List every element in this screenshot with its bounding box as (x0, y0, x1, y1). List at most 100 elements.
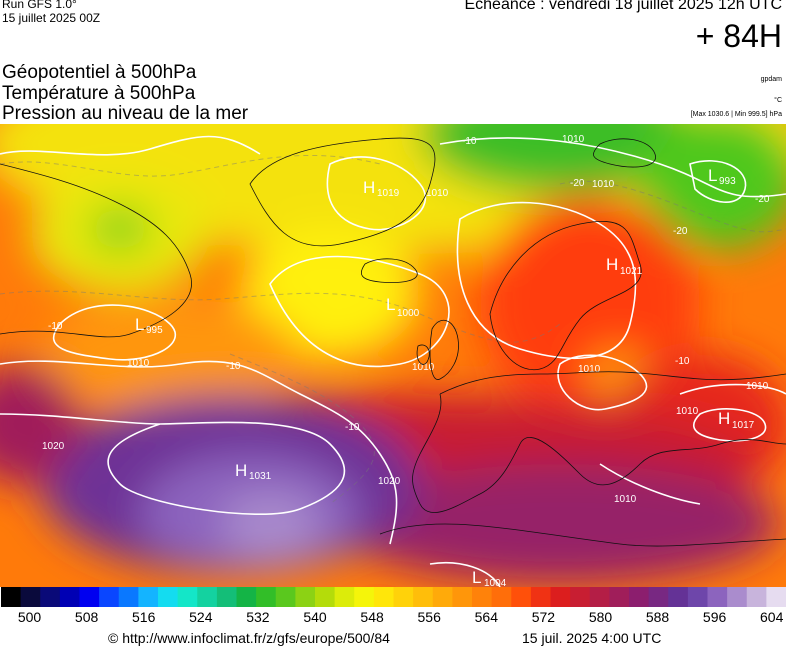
center-value: 993 (719, 176, 736, 187)
svg-text:1010: 1010 (412, 362, 435, 373)
colorbar-tick: 516 (132, 609, 156, 625)
colorbar-swatch (393, 587, 414, 607)
center-type: L (472, 568, 481, 587)
svg-text:1010: 1010 (127, 358, 150, 369)
colorbar-swatch (491, 587, 512, 607)
geopotential-unit: gpdam (760, 76, 782, 83)
center-value: 1019 (377, 188, 400, 199)
colorbar-tick: 564 (474, 609, 498, 625)
colorbar-swatch (629, 587, 650, 607)
colorbar-swatch (79, 587, 100, 607)
colorbar-tick: 604 (760, 609, 784, 625)
footer-date: 15 juil. 2025 4:00 UTC (522, 630, 662, 646)
colorbar-swatch (727, 587, 748, 607)
svg-text:1020: 1020 (42, 441, 65, 452)
center-value: 1021 (620, 266, 643, 277)
center-value: 1004 (484, 578, 507, 587)
center-type: L (135, 315, 144, 334)
colorbar-swatch (373, 587, 395, 607)
isobars: 1010 1010 1010 1020 1020 1010 1010 1010 … (0, 134, 786, 587)
colorbar-swatch (354, 587, 375, 607)
svg-text:-10: -10 (48, 321, 63, 332)
geopotential-title: Géopotentiel à 500hPa (2, 62, 197, 83)
svg-text:1010: 1010 (578, 364, 601, 375)
colorbar-swatch (687, 587, 709, 607)
colorbar-tick: 556 (417, 609, 441, 625)
colorbar-swatch (158, 587, 179, 607)
center-type: L (386, 295, 395, 314)
colorbar-swatch (766, 587, 786, 607)
colorbar-swatch (432, 587, 453, 607)
svg-text:-10: -10 (226, 361, 241, 372)
svg-text:1010: 1010 (592, 179, 615, 190)
colorbar-swatch (315, 587, 336, 607)
colorbar-swatch (511, 587, 532, 607)
colorbar-swatch (472, 587, 493, 607)
colorbar-swatch (256, 587, 277, 607)
weather-map: -20 -20 -20 -10 -10 -10 -10 -10 1010 101… (0, 124, 786, 587)
temperature-unit: °C (774, 97, 782, 104)
colorbar-swatch (530, 587, 552, 607)
valid-time: Echéance : vendredi 18 juillet 2025 12h … (464, 0, 782, 13)
center-type: H (235, 461, 247, 480)
svg-text:-10: -10 (675, 356, 690, 367)
svg-text:1010: 1010 (746, 381, 769, 392)
colorbar-swatch (59, 587, 81, 607)
coastlines (0, 137, 786, 547)
pressure-centers: H 1019 L 993 H 1021 L 1000 L 995 H 1017 … (135, 166, 755, 587)
center-type: H (718, 409, 730, 428)
colorbar-tick: 588 (645, 609, 670, 625)
colorbar-tick: 580 (588, 609, 613, 625)
colorbar-swatch (413, 587, 434, 607)
colorbar-swatch (609, 587, 630, 607)
center-type: L (708, 166, 717, 185)
svg-text:-20: -20 (755, 194, 770, 205)
colorbar-swatch (707, 587, 728, 607)
center-type: H (606, 255, 618, 274)
colorbar-swatch (99, 587, 120, 607)
center-value: 1017 (732, 420, 755, 431)
svg-text:-10: -10 (462, 136, 477, 147)
colorbar-tick: 548 (360, 609, 384, 625)
colorbar-swatch (216, 587, 238, 607)
svg-text:1010: 1010 (676, 406, 699, 417)
colorbar-swatch (334, 587, 355, 607)
colorbar-swatch (1, 587, 22, 607)
center-value: 995 (146, 325, 163, 336)
colorbar-swatch (197, 587, 218, 607)
svg-text:1010: 1010 (562, 134, 585, 145)
colorbar-swatch (118, 587, 139, 607)
colorbar-tick: 532 (246, 609, 270, 625)
colorbar-swatch (295, 587, 316, 607)
colorbar-swatch (550, 587, 571, 607)
lead-time: + 84H (695, 18, 782, 54)
run-date: 15 juillet 2025 00Z (2, 11, 101, 25)
colorbar-swatch (177, 587, 198, 607)
footer-url: © http://www.infoclimat.fr/z/gfs/europe/… (108, 630, 390, 646)
svg-text:-10: -10 (345, 422, 360, 433)
colorbar (1, 587, 786, 607)
center-type: H (363, 178, 375, 197)
colorbar-tick: 500 (17, 609, 42, 625)
svg-text:-20: -20 (673, 226, 688, 237)
svg-text:1020: 1020 (378, 476, 401, 487)
colorbar-swatch (668, 587, 689, 607)
svg-text:1010: 1010 (614, 494, 637, 505)
colorbar-tick: 540 (303, 609, 327, 625)
colorbar-swatch (648, 587, 669, 607)
geopotential-field (0, 124, 786, 587)
colorbar-swatch (236, 587, 257, 607)
colorbar-swatch (20, 587, 41, 607)
colorbar-tick: 572 (531, 609, 556, 625)
center-value: 1000 (397, 308, 420, 319)
pressure-title: Pression au niveau de la mer (2, 103, 249, 124)
colorbar-tick: 524 (189, 609, 213, 625)
isotherms: -20 -20 -20 -10 -10 -10 -10 -10 (0, 136, 786, 505)
run-label: Run GFS 1.0° (2, 0, 77, 11)
colorbar-swatch (452, 587, 473, 607)
center-value: 1031 (249, 471, 272, 482)
colorbar-swatch (275, 587, 296, 607)
svg-text:1010: 1010 (426, 188, 449, 199)
colorbar-swatch (589, 587, 610, 607)
colorbar-swatch (40, 587, 61, 607)
